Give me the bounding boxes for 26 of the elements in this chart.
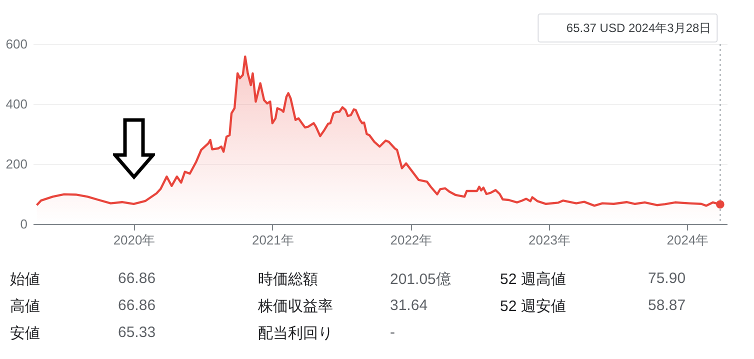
text: 66.86: [118, 270, 157, 289]
text: 配当利回り: [258, 324, 334, 343]
text: 時価総額: [258, 270, 319, 289]
y-tick-label: 600: [6, 36, 28, 52]
text: 始値: [10, 270, 41, 289]
y-tick-label: 200: [6, 156, 28, 172]
text: 66.86: [118, 297, 157, 316]
x-tick-label: 2022年: [390, 232, 432, 248]
x-tick-label: 2023年: [528, 232, 570, 248]
text: 安値: [10, 324, 41, 343]
text: 52 週高値: [500, 270, 567, 289]
text: 58.87: [648, 297, 687, 316]
y-tick-label: 0: [20, 216, 28, 232]
text: 75.90: [648, 270, 687, 289]
text: -: [390, 324, 396, 343]
text: 201.05億: [390, 270, 452, 289]
y-tick-label: 400: [6, 96, 28, 112]
x-tick-label: 2024年: [666, 232, 709, 248]
x-tick-label: 2021年: [252, 232, 294, 248]
text: 65.37 USD 2024年3月28日: [566, 21, 712, 35]
text: 株価収益率: [258, 297, 334, 316]
text: 31.64: [390, 297, 429, 316]
text: 52 週安値: [500, 297, 567, 316]
text: 高値: [10, 297, 41, 316]
x-tick-label: 2020年: [113, 232, 156, 248]
text: 65.33: [118, 324, 157, 343]
